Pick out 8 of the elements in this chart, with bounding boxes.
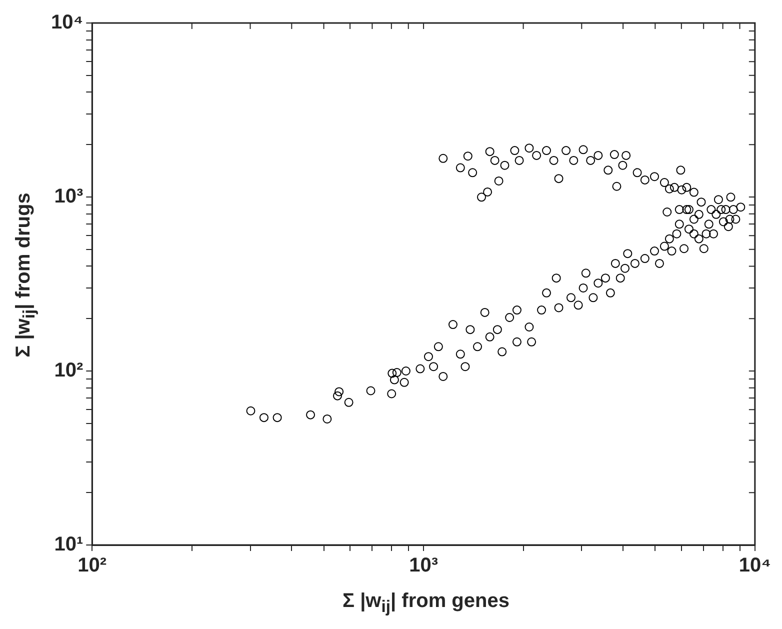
x-tick-label: 10³ [409,554,438,577]
x-tick-label: 10² [78,554,107,577]
y-tick-label: 10³ [54,186,84,208]
y-tick-label: 10¹ [54,534,84,556]
x-tick-label: 10⁴ [738,554,771,577]
y-tick-label: 10² [54,360,84,382]
x-axis-title: Σ |w$_{ij}$| from genes [342,590,510,617]
y-tick-label: 10⁴ [51,12,84,34]
